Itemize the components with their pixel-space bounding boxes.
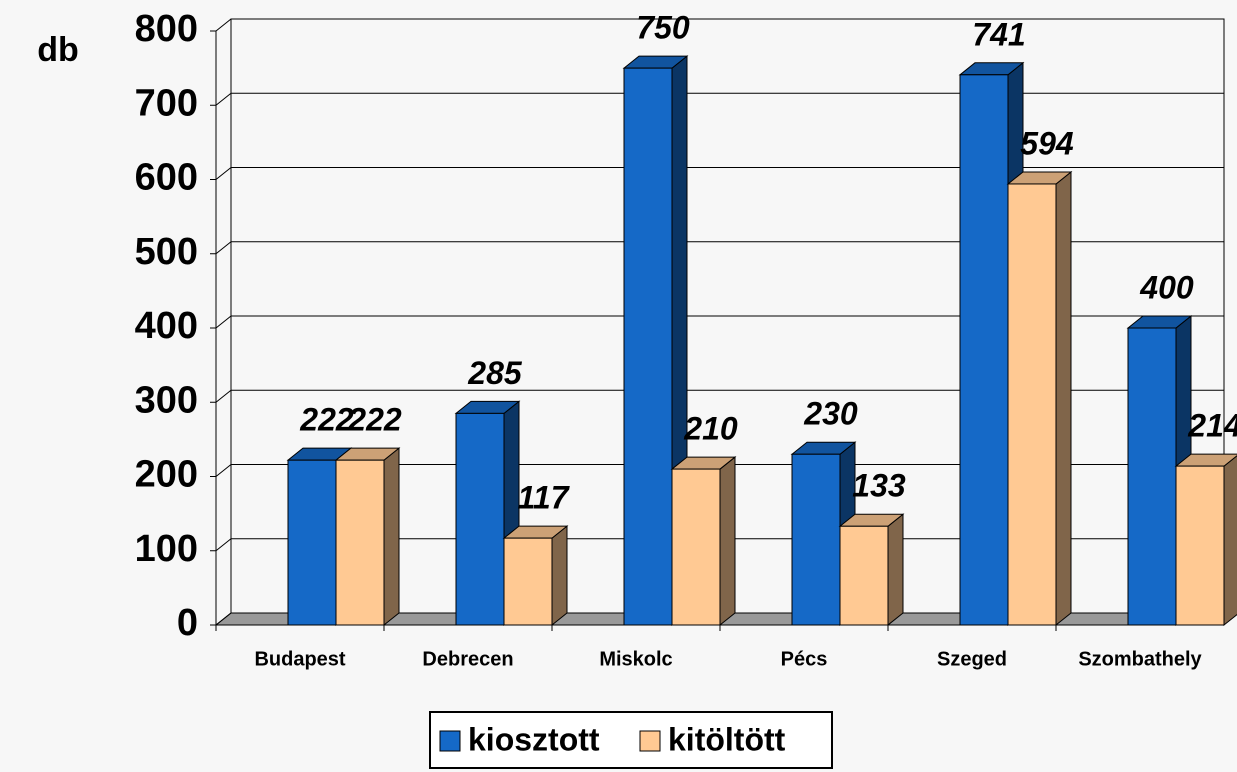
y-tick-label: 400 <box>135 305 198 347</box>
bar <box>671 468 721 626</box>
value-label: 741 <box>972 16 1025 52</box>
legend-label: kitöltött <box>668 721 786 757</box>
y-tick-label: 300 <box>135 379 198 421</box>
x-tick-label: Budapest <box>254 648 345 670</box>
bar-side <box>719 456 736 627</box>
value-label: 222 <box>347 402 402 438</box>
bar <box>959 74 1009 626</box>
legend-swatch <box>639 730 661 752</box>
x-tick-label: Szombathely <box>1078 648 1202 670</box>
x-tick-label: Miskolc <box>599 648 672 670</box>
value-label: 222 <box>299 402 354 438</box>
bar-side <box>551 525 568 627</box>
bar <box>1127 327 1177 626</box>
bar <box>623 67 673 626</box>
bar <box>503 537 553 626</box>
value-label: 210 <box>683 411 738 447</box>
y-tick-label: 600 <box>135 157 198 199</box>
bar-side <box>1223 455 1237 627</box>
y-tick-label: 100 <box>135 528 198 570</box>
legend: kiosztott kitöltött <box>429 711 833 769</box>
bar <box>839 525 889 626</box>
y-tick-label: 700 <box>135 82 198 124</box>
value-label: 285 <box>467 355 523 391</box>
left-wall-line <box>215 167 232 180</box>
value-label: 750 <box>636 10 690 46</box>
value-label: 133 <box>852 468 906 504</box>
value-label: 117 <box>517 480 570 516</box>
y-tick-label: 500 <box>135 231 198 273</box>
left-wall-line <box>215 241 232 255</box>
x-tick-label: Szeged <box>937 648 1007 670</box>
legend-label: kiosztott <box>468 721 600 757</box>
bar <box>455 412 505 626</box>
y-tick-label: 200 <box>135 454 198 496</box>
bar-side <box>1055 170 1072 627</box>
bar-side <box>887 513 904 627</box>
legend-swatch <box>439 730 461 752</box>
value-label: 594 <box>1020 125 1074 161</box>
bar <box>287 459 337 626</box>
left-wall-line <box>215 92 232 106</box>
bar <box>1175 465 1225 626</box>
bar <box>1007 183 1057 626</box>
bar <box>791 453 841 626</box>
y-tick-label: 0 <box>177 602 198 644</box>
bar-side <box>383 447 400 627</box>
bar <box>335 459 385 626</box>
left-wall-line <box>215 389 232 403</box>
left-wall-line <box>215 464 232 477</box>
value-label: 214 <box>1187 408 1237 444</box>
value-label: 400 <box>1139 269 1194 305</box>
x-tick-label: Debrecen <box>422 648 513 670</box>
y-axis-label: db <box>37 31 79 69</box>
left-wall-line <box>215 18 232 32</box>
x-tick-label: Pécs <box>781 648 828 670</box>
legend-box <box>429 711 833 769</box>
y-tick-label: 800 <box>135 8 198 50</box>
value-label: 230 <box>803 396 858 432</box>
left-wall-line <box>215 538 232 552</box>
left-wall-line <box>215 315 232 329</box>
left-wall-line <box>215 612 232 626</box>
